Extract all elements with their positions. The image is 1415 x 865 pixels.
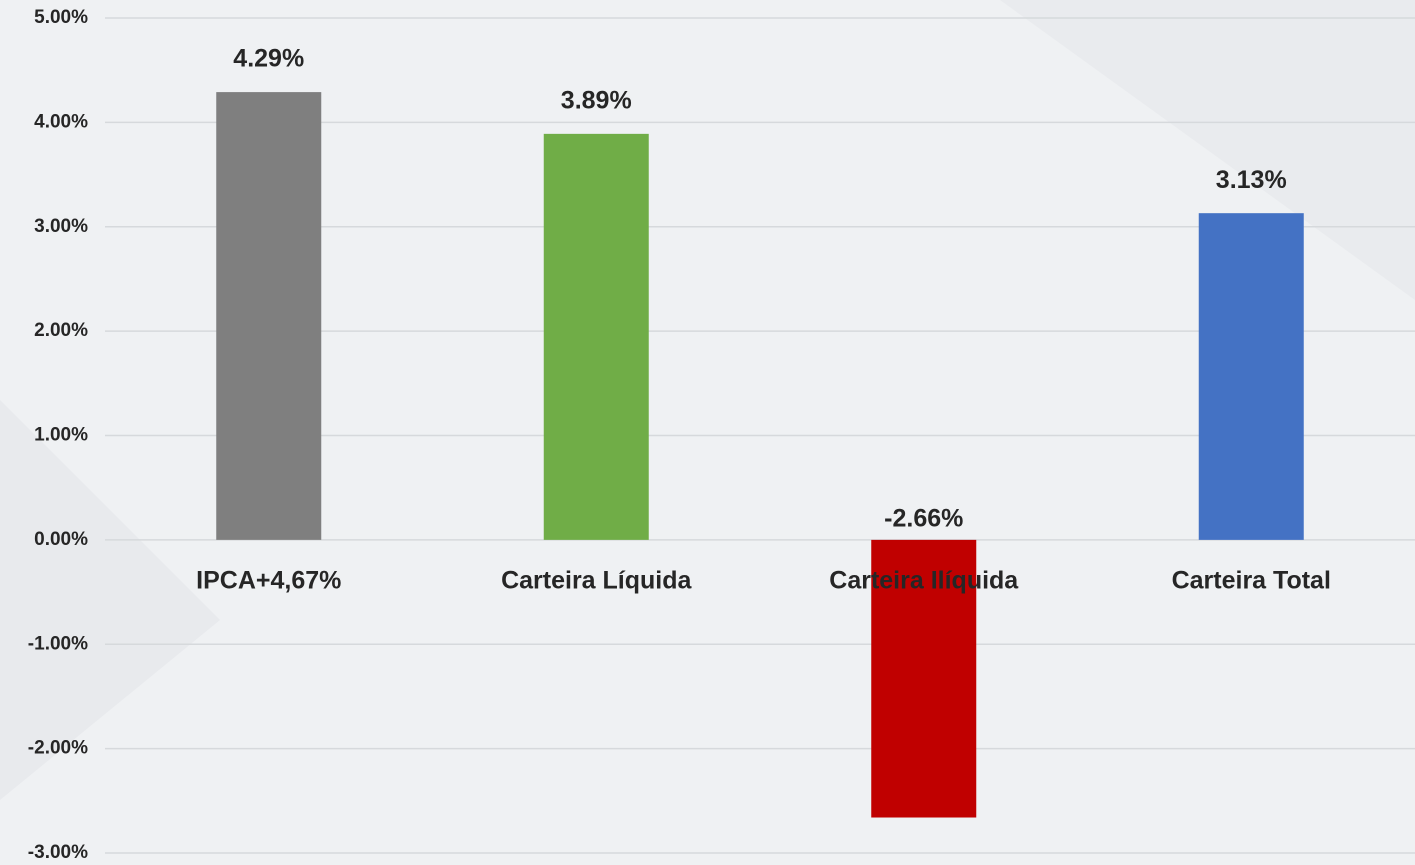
- y-tick-label: 2.00%: [34, 320, 88, 341]
- bar: [543, 133, 649, 540]
- labels: -3.00% -2.00% -1.00% 0.00% 1.00% 2.00% 3.00% 4.…: [28, 7, 1331, 863]
- x-tick-label: Carteira Total: [1172, 566, 1331, 594]
- x-tick-label: Carteira Líquida: [501, 566, 692, 594]
- y-tick-label: 4.00%: [34, 111, 88, 132]
- x-tick-label: Carteira Ilíquida: [829, 566, 1019, 594]
- y-tick-label: 1.00%: [34, 425, 88, 446]
- y-tick-label: -3.00%: [28, 842, 88, 863]
- data-label: 3.13%: [1216, 166, 1287, 194]
- bar: [871, 539, 977, 818]
- marks: [216, 92, 1304, 818]
- data-label: 3.89%: [561, 86, 632, 114]
- data-label: 4.29%: [233, 45, 304, 73]
- bar: [216, 92, 322, 540]
- bg-shape: [1000, 0, 1415, 300]
- bg-shape: [0, 400, 220, 800]
- grid: [105, 17, 1415, 854]
- data-label: -2.66%: [884, 504, 963, 532]
- y-tick-label: -2.00%: [28, 738, 88, 759]
- x-tick-label: IPCA+4,67%: [196, 566, 341, 594]
- y-tick-label: 0.00%: [34, 529, 88, 550]
- y-tick-label: -1.00%: [28, 633, 88, 654]
- bar: [1198, 213, 1304, 540]
- y-tick-label: 5.00%: [34, 7, 88, 28]
- y-tick-label: 3.00%: [34, 216, 88, 237]
